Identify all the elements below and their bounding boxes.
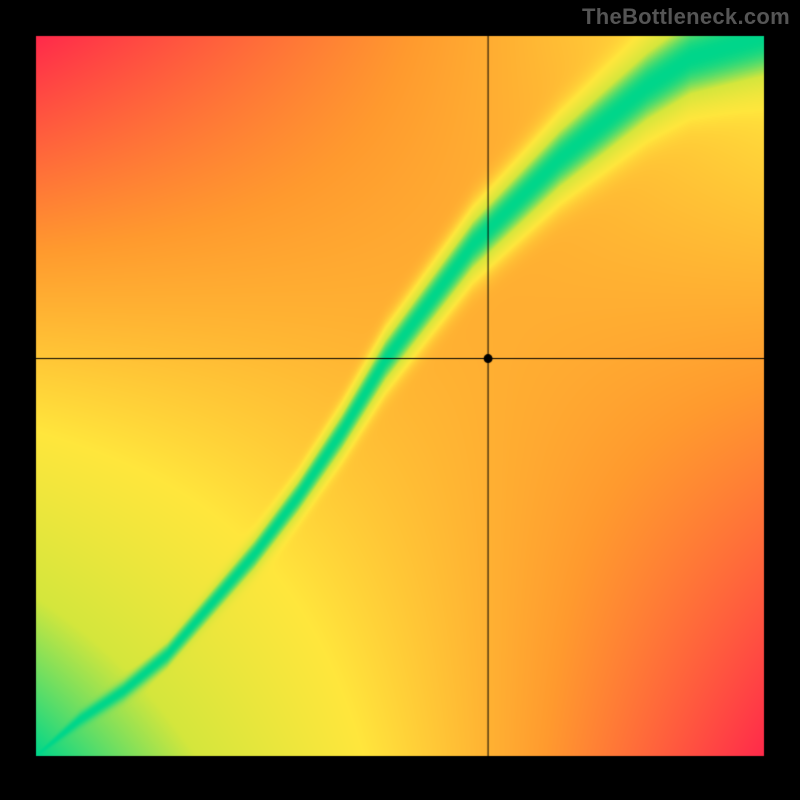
heatmap-canvas	[0, 0, 800, 800]
watermark-text: TheBottleneck.com	[582, 4, 790, 30]
chart-container: TheBottleneck.com	[0, 0, 800, 800]
